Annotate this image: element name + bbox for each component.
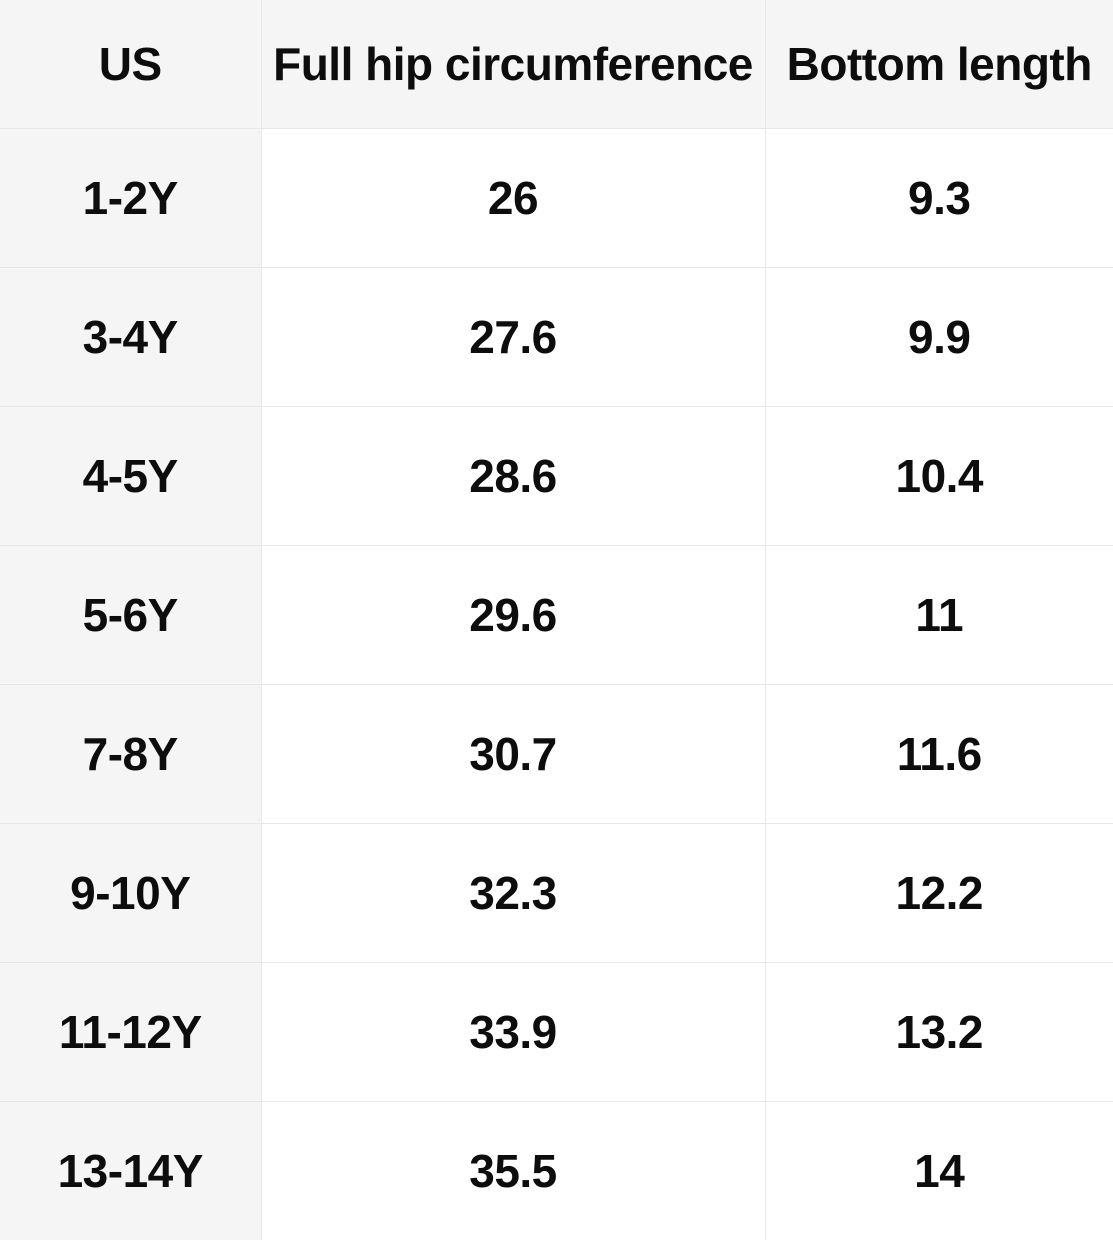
bottom-length-cell: 11.6 (765, 684, 1113, 824)
table-row: 5-6Y 29.6 11 (0, 545, 1113, 685)
size-label-cell: 3-4Y (0, 267, 262, 407)
bottom-length-cell: 10.4 (765, 406, 1113, 546)
hip-circumference-cell: 27.6 (261, 267, 766, 407)
hip-circumference-cell: 28.6 (261, 406, 766, 546)
hip-circumference-cell: 29.6 (261, 545, 766, 685)
header-row: US Full hip circumference Bottom length (0, 0, 1113, 129)
size-chart-header: US Full hip circumference Bottom length (0, 0, 1113, 129)
header-cell-bottom-length: Bottom length (765, 0, 1113, 129)
hip-circumference-cell: 35.5 (261, 1101, 766, 1240)
bottom-length-cell: 14 (765, 1101, 1113, 1240)
table-row: 9-10Y 32.3 12.2 (0, 823, 1113, 963)
header-cell-us: US (0, 0, 262, 129)
table-row: 7-8Y 30.7 11.6 (0, 684, 1113, 824)
table-row: 13-14Y 35.5 14 (0, 1101, 1113, 1240)
size-label-cell: 11-12Y (0, 962, 262, 1102)
hip-circumference-cell: 33.9 (261, 962, 766, 1102)
bottom-length-cell: 12.2 (765, 823, 1113, 963)
table-row: 3-4Y 27.6 9.9 (0, 267, 1113, 407)
size-label-cell: 9-10Y (0, 823, 262, 963)
size-label-cell: 7-8Y (0, 684, 262, 824)
size-label-cell: 1-2Y (0, 128, 262, 268)
bottom-length-cell: 9.3 (765, 128, 1113, 268)
table-row: 1-2Y 26 9.3 (0, 128, 1113, 268)
bottom-length-cell: 11 (765, 545, 1113, 685)
size-label-cell: 13-14Y (0, 1101, 262, 1240)
size-label-cell: 5-6Y (0, 545, 262, 685)
size-label-cell: 4-5Y (0, 406, 262, 546)
hip-circumference-cell: 32.3 (261, 823, 766, 963)
bottom-length-cell: 13.2 (765, 962, 1113, 1102)
table-row: 11-12Y 33.9 13.2 (0, 962, 1113, 1102)
hip-circumference-cell: 30.7 (261, 684, 766, 824)
hip-circumference-cell: 26 (261, 128, 766, 268)
bottom-length-cell: 9.9 (765, 267, 1113, 407)
table-row: 4-5Y 28.6 10.4 (0, 406, 1113, 546)
size-chart-body: 1-2Y 26 9.3 3-4Y 27.6 9.9 4-5Y 28.6 10.4… (0, 128, 1113, 1240)
header-cell-full-hip-circumference: Full hip circumference (261, 0, 766, 129)
